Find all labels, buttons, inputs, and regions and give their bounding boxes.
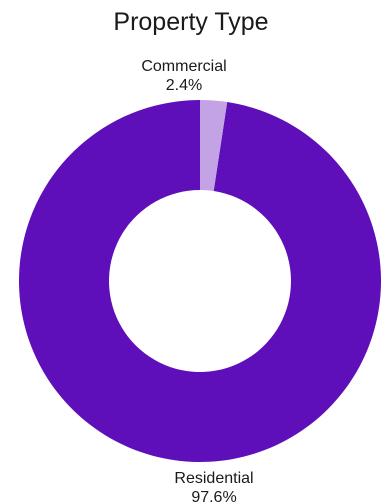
- slice-label-commercial: Commercial: [141, 58, 226, 75]
- slice-residential[interactable]: [19, 100, 382, 462]
- slice-commercial[interactable]: [200, 100, 228, 192]
- slice-label-residential: Residential: [174, 470, 253, 487]
- slice-value-commercial: 2.4%: [166, 77, 202, 94]
- slice-value-residential: 97.6%: [191, 489, 236, 504]
- chart-title: Property Type: [113, 8, 269, 36]
